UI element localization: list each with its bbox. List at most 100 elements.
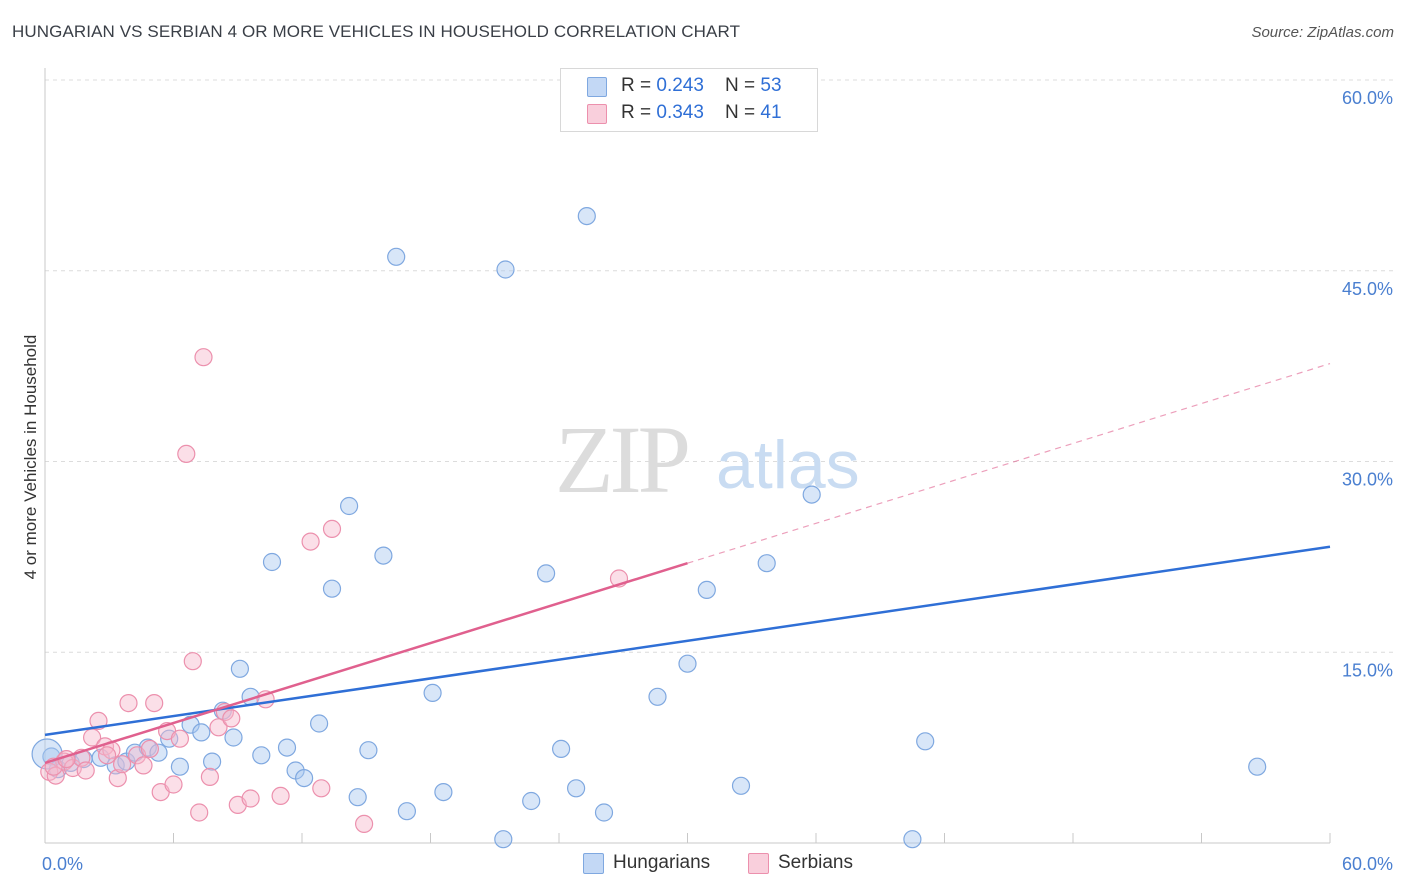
trend-line-serbians [44, 562, 688, 765]
y-ticks: 15.0% 30.0% 45.0% 60.0% [1342, 88, 1393, 680]
point-hungarians [697, 580, 716, 600]
point-hungarians [494, 830, 513, 849]
point-hungarians [802, 485, 821, 504]
point-serbians [145, 693, 164, 713]
point-hungarians [536, 564, 556, 583]
bottom-legend-label-serbians: Serbians [778, 852, 853, 873]
legend-n-label: N = [725, 75, 761, 96]
point-serbians [170, 729, 189, 748]
bottom-swatch-hungarians [583, 853, 604, 874]
x-tick-label: 60.0% [1342, 854, 1393, 874]
point-hungarians [678, 654, 697, 673]
point-hungarians [757, 554, 776, 573]
point-hungarians [397, 802, 416, 821]
point-hungarians [731, 776, 751, 795]
point-serbians [134, 756, 153, 775]
legend: R = 0.243 N = 53 R = 0.343 N = 41 [560, 68, 818, 132]
point-hungarians [434, 782, 453, 802]
point-hungarians [203, 752, 222, 771]
point-serbians [119, 693, 138, 713]
point-hungarians [262, 552, 282, 572]
point-serbians [241, 789, 260, 808]
point-hungarians [522, 791, 541, 811]
legend-n-label: N = [725, 102, 761, 123]
y-tick-label: 60.0% [1342, 88, 1393, 108]
point-serbians [164, 775, 183, 794]
point-hungarians [224, 728, 243, 747]
point-hungarians [594, 803, 614, 822]
trend-line-serbians-extension [687, 363, 1331, 564]
point-serbians [190, 803, 209, 822]
legend-n-value-serbians: 41 [760, 102, 782, 123]
bottom-swatch-serbians [748, 853, 769, 874]
point-hungarians [192, 723, 211, 742]
point-serbians [194, 348, 213, 367]
point-serbians [97, 746, 117, 765]
point-serbians [322, 519, 342, 539]
point-hungarians [348, 788, 367, 807]
watermark-atlas: atlas [716, 427, 860, 503]
point-hungarians [916, 732, 935, 751]
y-tick-label: 30.0% [1342, 470, 1393, 490]
point-hungarians [252, 746, 271, 765]
point-serbians [200, 767, 219, 787]
point-serbians [177, 444, 196, 463]
axes [44, 68, 1330, 844]
point-serbians [271, 786, 290, 806]
point-serbians [222, 709, 241, 728]
point-hungarians [496, 260, 515, 279]
point-serbians [89, 711, 108, 731]
x-tick-label: 0.0% [42, 854, 83, 874]
chart-title: HUNGARIAN VS SERBIAN 4 OR MORE VEHICLES … [12, 22, 741, 41]
x-ticks: 0.0% 60.0% [42, 833, 1393, 874]
point-hungarians [170, 757, 189, 776]
point-serbians [301, 532, 320, 551]
point-hungarians [1248, 757, 1267, 776]
legend-r-value-serbians: 0.343 [656, 102, 704, 123]
legend-swatch-hungarians [587, 77, 607, 97]
point-hungarians [903, 830, 922, 849]
point-hungarians [230, 659, 249, 678]
source-label: Source: ZipAtlas.com [1251, 24, 1394, 41]
point-hungarians [374, 546, 393, 565]
legend-r-label: R = [621, 75, 657, 96]
point-serbians [312, 779, 331, 798]
point-serbians [183, 652, 202, 671]
point-hungarians [359, 741, 378, 760]
point-serbians [108, 768, 127, 788]
watermark-zip: ZIP [555, 406, 688, 513]
point-hungarians [577, 207, 596, 226]
trend-lines [44, 363, 1331, 765]
watermark: ZIP atlas [555, 406, 860, 513]
point-hungarians [340, 496, 359, 516]
point-serbians [140, 739, 159, 759]
legend-r-value-hungarians: 0.243 [656, 75, 704, 96]
legend-r-label: R = [621, 102, 657, 123]
point-hungarians [31, 738, 63, 770]
point-hungarians [160, 729, 179, 748]
point-serbians [46, 766, 65, 785]
point-serbians [112, 755, 132, 774]
point-hungarians [648, 687, 667, 706]
y-axis-label: 4 or more Vehicles in Household [21, 335, 40, 580]
legend-swatch-serbians [587, 104, 607, 124]
point-serbians [355, 814, 374, 834]
y-tick-label: 45.0% [1342, 279, 1393, 299]
data-points [31, 96, 1267, 849]
legend-n-value-hungarians: 53 [760, 75, 782, 96]
y-tick-label: 15.0% [1342, 660, 1393, 680]
point-hungarians [149, 743, 168, 762]
point-serbians [76, 761, 95, 780]
point-hungarians [387, 247, 406, 266]
point-hungarians [277, 738, 297, 757]
point-hungarians [551, 739, 571, 759]
point-hungarians [295, 768, 314, 788]
point-hungarians [322, 579, 342, 598]
point-serbians [209, 718, 228, 737]
point-hungarians [423, 683, 442, 703]
point-hungarians [310, 714, 329, 733]
bottom-legend-label-hungarians: Hungarians [613, 852, 711, 873]
point-hungarians [566, 779, 586, 798]
trend-line-hungarians [44, 545, 1331, 737]
